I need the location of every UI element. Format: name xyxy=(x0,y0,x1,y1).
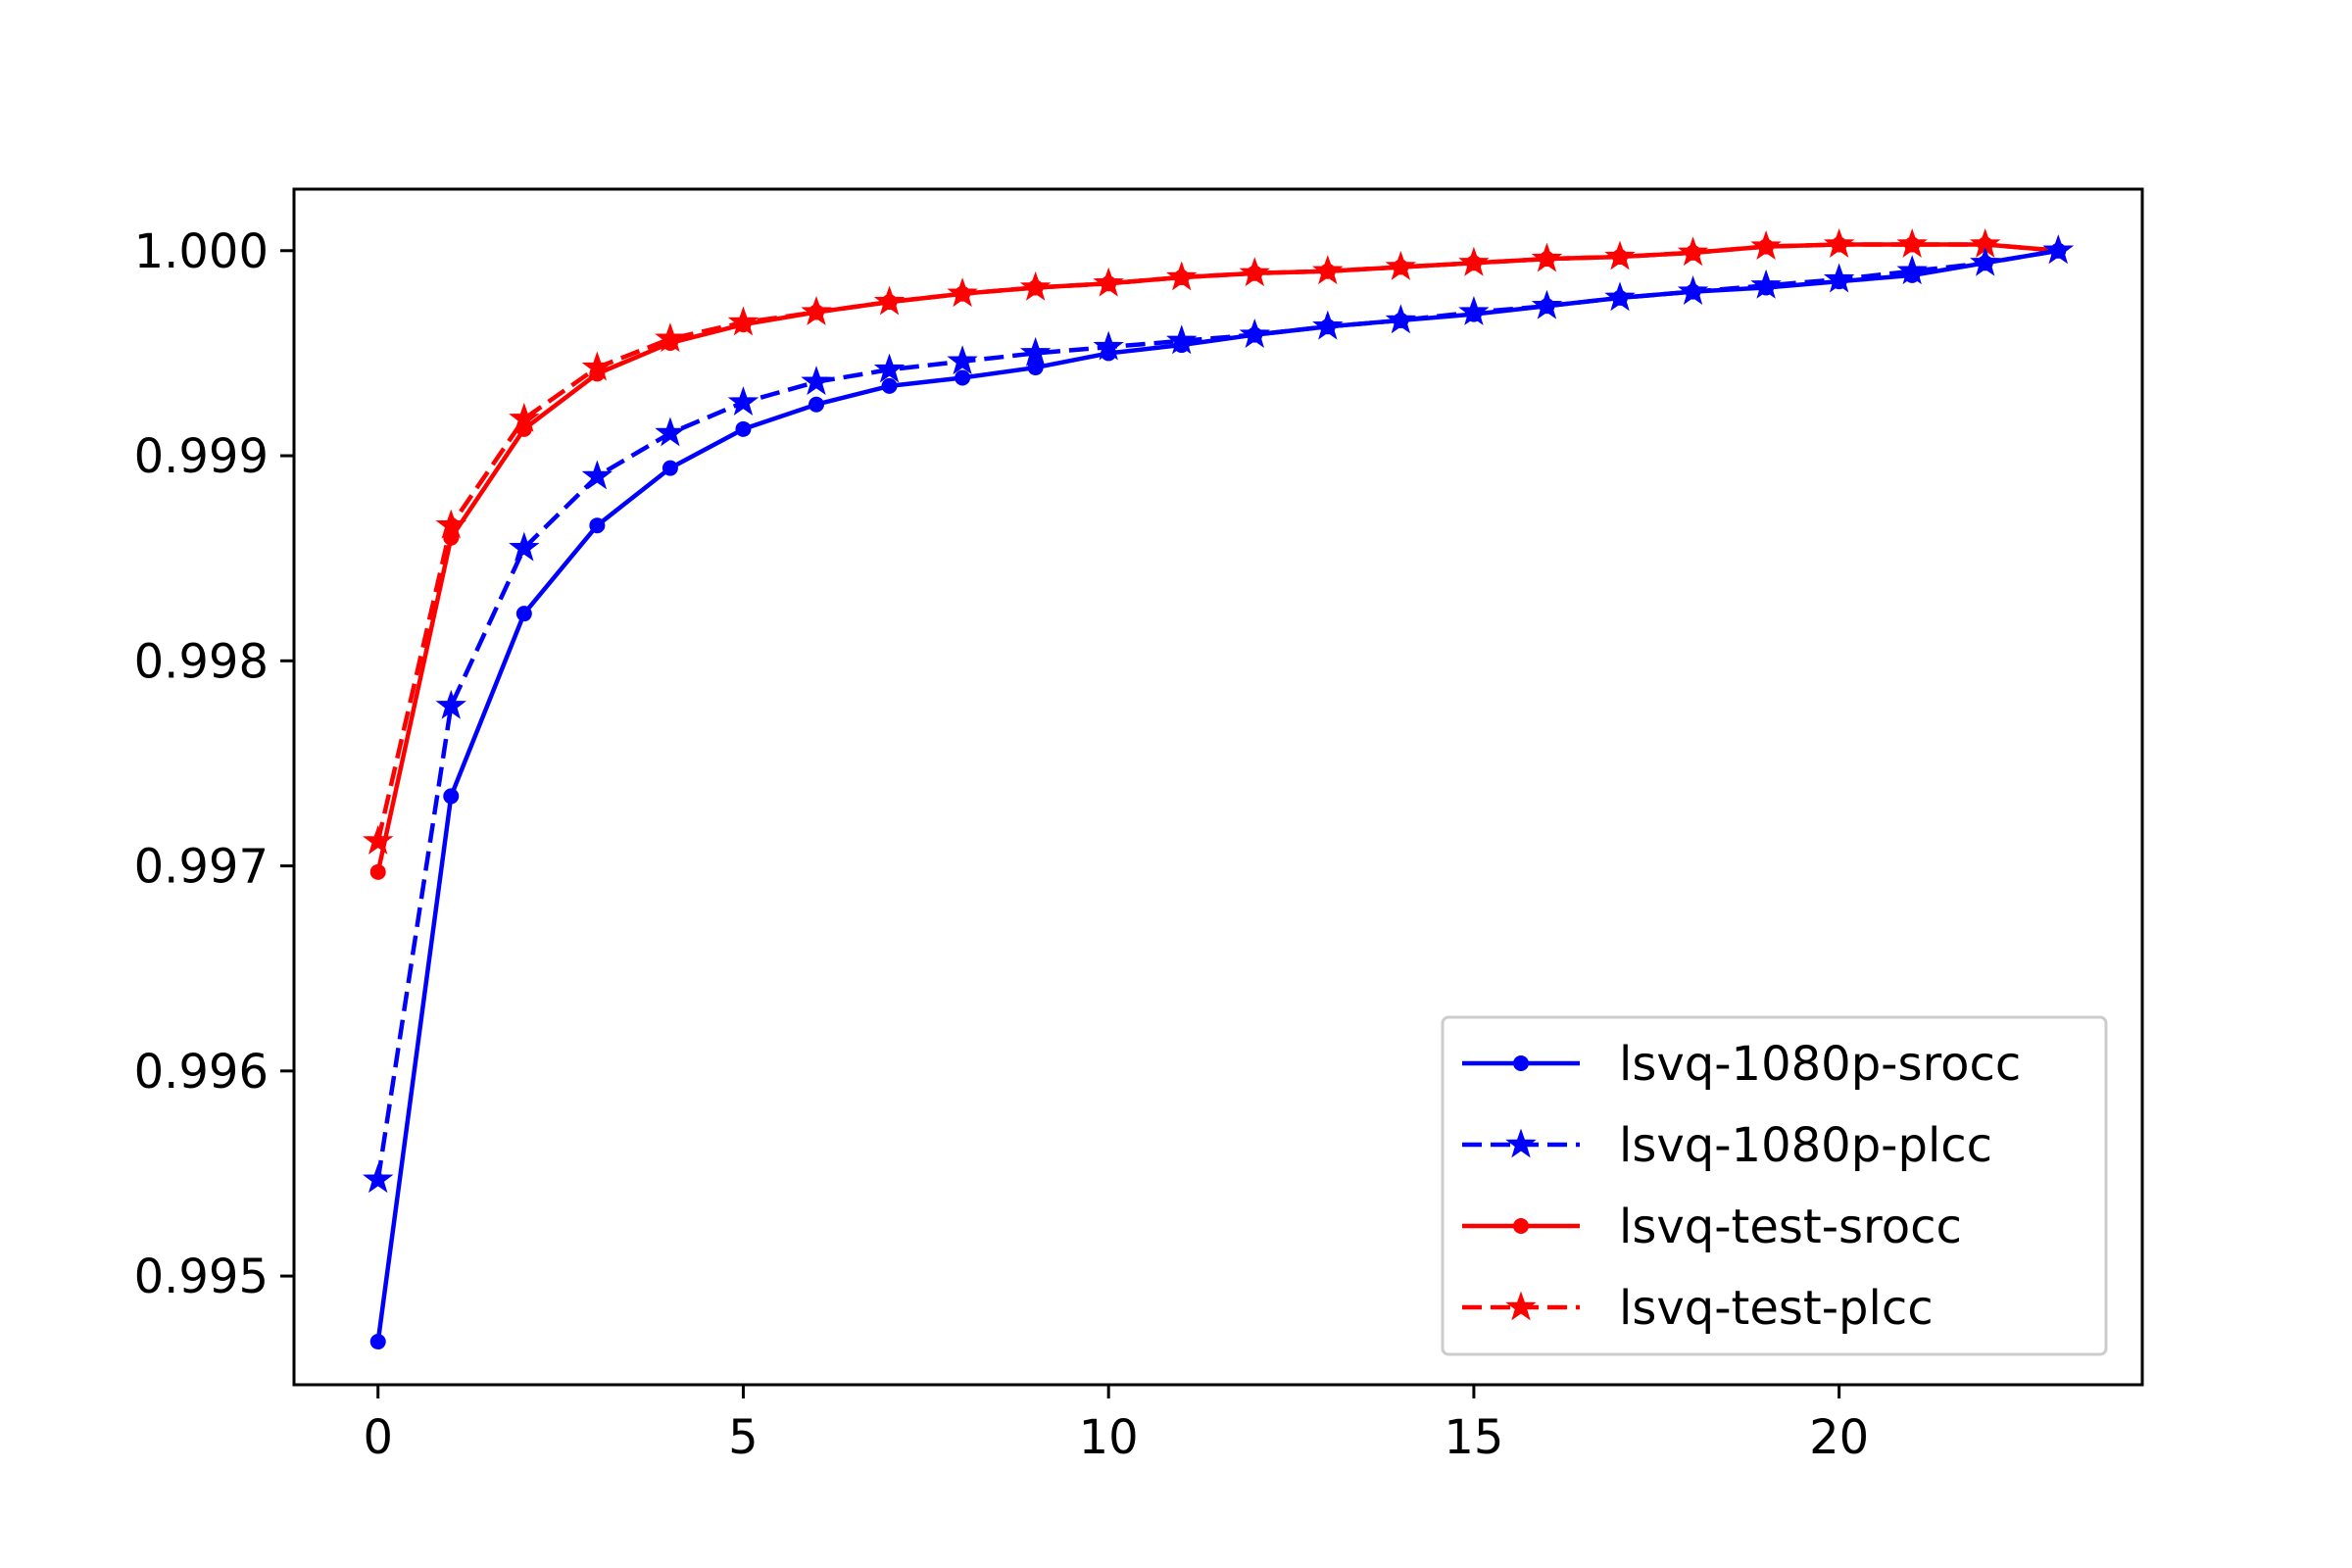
data-point-dot xyxy=(808,396,824,413)
data-point-dot xyxy=(1539,298,1555,315)
data-point-dot xyxy=(1977,255,1993,271)
legend-marker-dot xyxy=(1513,1055,1529,1071)
x-tick-label: 15 xyxy=(1444,1410,1503,1465)
data-point-dot xyxy=(1758,238,1775,255)
x-tick-label: 20 xyxy=(1809,1410,1869,1465)
data-point-dot xyxy=(1027,360,1044,376)
data-point-dot xyxy=(1101,345,1117,362)
data-point-dot xyxy=(955,369,971,386)
legend-label: lsvq-test-plcc xyxy=(1619,1281,1934,1336)
data-point-dot xyxy=(735,420,752,437)
data-point-dot xyxy=(1831,273,1847,290)
data-point-dot xyxy=(1539,251,1555,268)
data-point-dot xyxy=(881,294,898,311)
legend-box xyxy=(1441,1015,2108,1356)
data-point-dot xyxy=(1977,236,1993,253)
data-point-star xyxy=(801,366,832,396)
data-point-dot xyxy=(1247,326,1263,343)
data-point-dot xyxy=(369,1334,386,1350)
legend-label: lsvq-1080p-srocc xyxy=(1619,1037,2021,1092)
data-point-dot xyxy=(1393,312,1409,328)
series-lsvq-test-srocc xyxy=(369,236,2067,880)
data-point-dot xyxy=(1612,249,1628,266)
data-point-dot xyxy=(589,366,606,382)
data-point-dot xyxy=(1612,289,1628,306)
data-point-dot xyxy=(1904,236,1921,253)
legend-entry-lsvq-test-plcc: lsvq-test-plcc xyxy=(1462,1281,1934,1336)
data-point-dot xyxy=(443,529,460,546)
legend-entry-lsvq-1080p-plcc: lsvq-1080p-plcc xyxy=(1462,1118,1992,1173)
y-axis: 0.995 0.996 0.997 0.998 0.999 1.000 xyxy=(134,224,294,1304)
data-point-dot xyxy=(515,420,532,437)
data-point-dot xyxy=(1247,265,1263,281)
data-point-star xyxy=(655,416,686,447)
legend-marker-dot xyxy=(1513,1218,1529,1234)
legend: lsvq-1080p-srocc lsvq-1080p-plcc lsvq-test… xyxy=(1441,1015,2108,1356)
y-tick-label: 0.998 xyxy=(134,634,269,689)
data-point-dot xyxy=(1319,318,1336,335)
data-point-dot xyxy=(1027,279,1044,296)
y-tick-label: 0.996 xyxy=(134,1045,269,1100)
data-point-dot xyxy=(1173,269,1190,285)
y-tick-label: 1.000 xyxy=(134,224,269,279)
data-point-star xyxy=(363,824,394,855)
data-point-dot xyxy=(881,377,898,394)
series-line-lsvq-1080p-srocc xyxy=(375,248,2059,1343)
data-point-dot xyxy=(1319,263,1336,279)
y-tick-label: 0.997 xyxy=(134,840,269,895)
data-point-star xyxy=(435,689,466,719)
data-point-dot xyxy=(808,304,824,320)
data-point-star xyxy=(509,531,540,562)
y-tick-label: 0.999 xyxy=(134,429,269,484)
data-point-dot xyxy=(1101,275,1117,292)
data-point-dot xyxy=(1685,244,1701,261)
x-tick-label: 10 xyxy=(1079,1410,1139,1465)
data-point-star xyxy=(727,386,760,416)
x-tick-label: 5 xyxy=(728,1410,759,1465)
data-point-dot xyxy=(515,606,532,622)
plot-frame xyxy=(292,187,2144,1387)
data-point-dot xyxy=(662,334,678,351)
data-point-dot xyxy=(1465,306,1482,322)
data-point-dot xyxy=(443,788,460,805)
y-tick-label: 0.995 xyxy=(134,1250,269,1304)
x-axis: 0 5 10 15 20 xyxy=(363,1385,1869,1465)
legend-entry-lsvq-1080p-srocc: lsvq-1080p-srocc xyxy=(1462,1037,2021,1092)
data-point-dot xyxy=(589,517,606,534)
data-point-star xyxy=(581,460,613,490)
data-point-dot xyxy=(1685,283,1701,300)
data-point-dot xyxy=(369,863,386,880)
data-point-dot xyxy=(2050,242,2067,259)
series-layer xyxy=(363,227,2074,1350)
data-point-dot xyxy=(1758,279,1775,296)
series-lsvq-1080p-srocc xyxy=(369,242,2067,1350)
legend-entry-lsvq-test-srocc: lsvq-test-srocc xyxy=(1462,1200,1962,1254)
data-point-dot xyxy=(1393,259,1409,275)
data-point-dot xyxy=(1465,255,1482,271)
data-point-dot xyxy=(955,285,971,302)
data-point-star xyxy=(947,345,978,375)
data-point-dot xyxy=(735,317,752,333)
data-point-star xyxy=(1019,336,1052,367)
data-point-dot xyxy=(662,460,678,476)
data-point-star xyxy=(873,353,906,383)
data-point-star xyxy=(363,1163,394,1194)
data-point-dot xyxy=(1904,267,1921,283)
legend-label: lsvq-test-srocc xyxy=(1619,1200,1962,1254)
x-tick-label: 0 xyxy=(363,1410,393,1465)
legend-label: lsvq-1080p-plcc xyxy=(1619,1118,1992,1173)
data-point-dot xyxy=(1831,236,1847,253)
legend-marker-star xyxy=(1505,1291,1537,1321)
data-point-dot xyxy=(1173,337,1190,354)
legend-marker-star xyxy=(1505,1128,1537,1158)
series-line-lsvq-test-srocc xyxy=(375,242,2059,873)
